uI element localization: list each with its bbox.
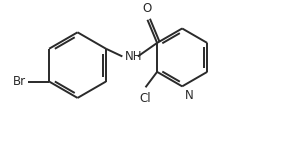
Text: O: O xyxy=(143,2,152,15)
Text: Br: Br xyxy=(13,75,26,88)
Text: N: N xyxy=(185,89,194,102)
Text: NH: NH xyxy=(125,50,143,63)
Text: Cl: Cl xyxy=(140,92,151,105)
